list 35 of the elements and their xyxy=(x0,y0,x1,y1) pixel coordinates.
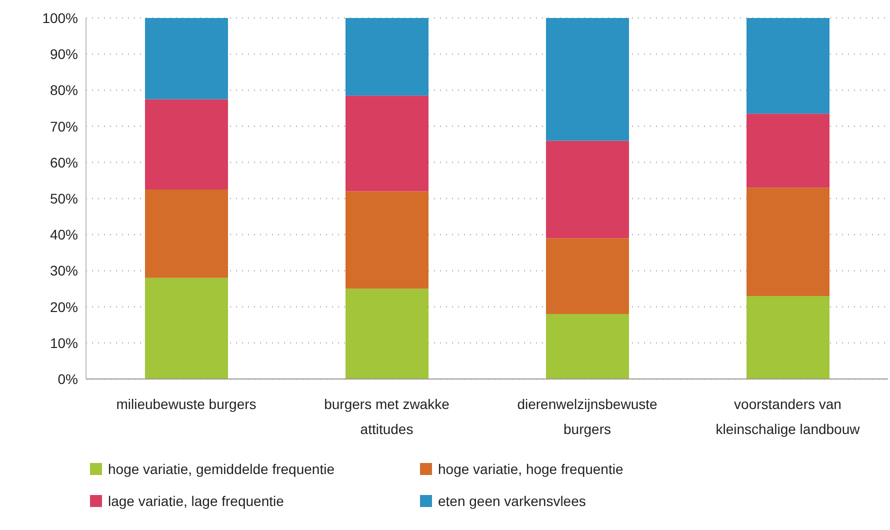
y-tick-label: 100% xyxy=(42,10,78,26)
bar xyxy=(145,18,228,100)
bar xyxy=(145,99,228,190)
y-tick-label: 40% xyxy=(50,226,78,243)
y-tick-label: 70% xyxy=(50,118,78,134)
y-tick-label: 90% xyxy=(50,46,78,62)
bar xyxy=(746,18,830,114)
bar xyxy=(145,278,228,379)
y-tick-label: 0% xyxy=(58,370,78,387)
bar xyxy=(346,96,428,192)
bar xyxy=(346,191,428,289)
y-tick-label: 50% xyxy=(50,190,78,206)
legend-label: hoge variatie, hoge frequentie xyxy=(438,461,624,477)
bar xyxy=(546,18,629,141)
bar xyxy=(145,189,228,278)
legend-label: hoge variatie, gemiddelde frequentie xyxy=(108,461,334,477)
x-tick-label: burgers met zwakke attitudes xyxy=(324,396,450,437)
bar xyxy=(346,288,428,379)
y-tick-label: 10% xyxy=(50,334,78,351)
y-tick-label: 20% xyxy=(50,298,78,315)
bar xyxy=(546,238,629,314)
bar xyxy=(746,296,830,379)
y-tick-label: 80% xyxy=(50,82,78,98)
x-tick-label: milieubewuste burgers xyxy=(116,396,256,412)
y-tick-label: 60% xyxy=(50,154,78,170)
bar xyxy=(746,188,830,296)
legend-label: lage variatie, lage frequentie xyxy=(108,493,284,509)
bar xyxy=(546,314,629,379)
bar xyxy=(746,114,830,188)
x-tick-label: dierenwelzijnsbewuste burgers xyxy=(517,396,658,437)
y-tick-label: 30% xyxy=(50,262,78,279)
legend-label: eten geen varkensvlees xyxy=(438,493,586,509)
bar xyxy=(346,18,428,96)
x-tick-label: voorstanders van kleinschalige landbouw xyxy=(716,396,861,437)
bar xyxy=(546,140,629,238)
